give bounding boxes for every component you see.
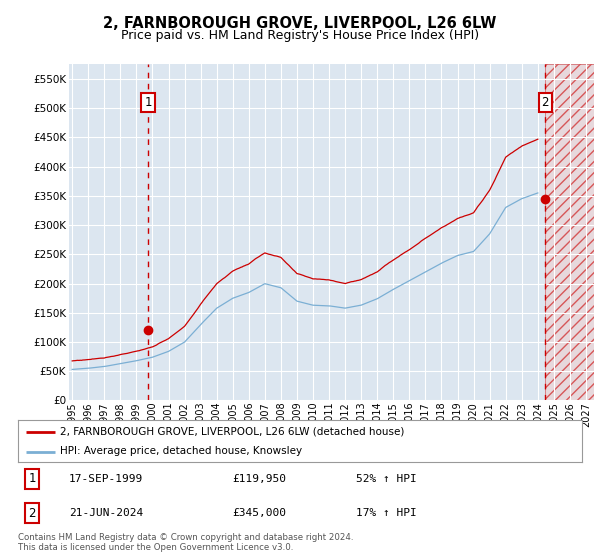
Text: 17% ↑ HPI: 17% ↑ HPI xyxy=(356,508,417,518)
Text: £345,000: £345,000 xyxy=(232,508,286,518)
Text: Price paid vs. HM Land Registry's House Price Index (HPI): Price paid vs. HM Land Registry's House … xyxy=(121,29,479,42)
Bar xyxy=(545,64,594,400)
Text: 17-SEP-1999: 17-SEP-1999 xyxy=(69,474,143,484)
Text: £119,950: £119,950 xyxy=(232,474,286,484)
Text: 21-JUN-2024: 21-JUN-2024 xyxy=(69,508,143,518)
Text: 1: 1 xyxy=(144,96,152,109)
Text: 2, FARNBOROUGH GROVE, LIVERPOOL, L26 6LW: 2, FARNBOROUGH GROVE, LIVERPOOL, L26 6LW xyxy=(103,16,497,31)
Text: 52% ↑ HPI: 52% ↑ HPI xyxy=(356,474,417,484)
Text: This data is licensed under the Open Government Licence v3.0.: This data is licensed under the Open Gov… xyxy=(18,543,293,552)
Text: HPI: Average price, detached house, Knowsley: HPI: Average price, detached house, Know… xyxy=(60,446,302,456)
Text: Contains HM Land Registry data © Crown copyright and database right 2024.: Contains HM Land Registry data © Crown c… xyxy=(18,533,353,542)
Text: 2: 2 xyxy=(28,507,36,520)
Text: 2: 2 xyxy=(542,96,549,109)
Text: 1: 1 xyxy=(28,473,36,486)
Text: 2, FARNBOROUGH GROVE, LIVERPOOL, L26 6LW (detached house): 2, FARNBOROUGH GROVE, LIVERPOOL, L26 6LW… xyxy=(60,427,404,437)
